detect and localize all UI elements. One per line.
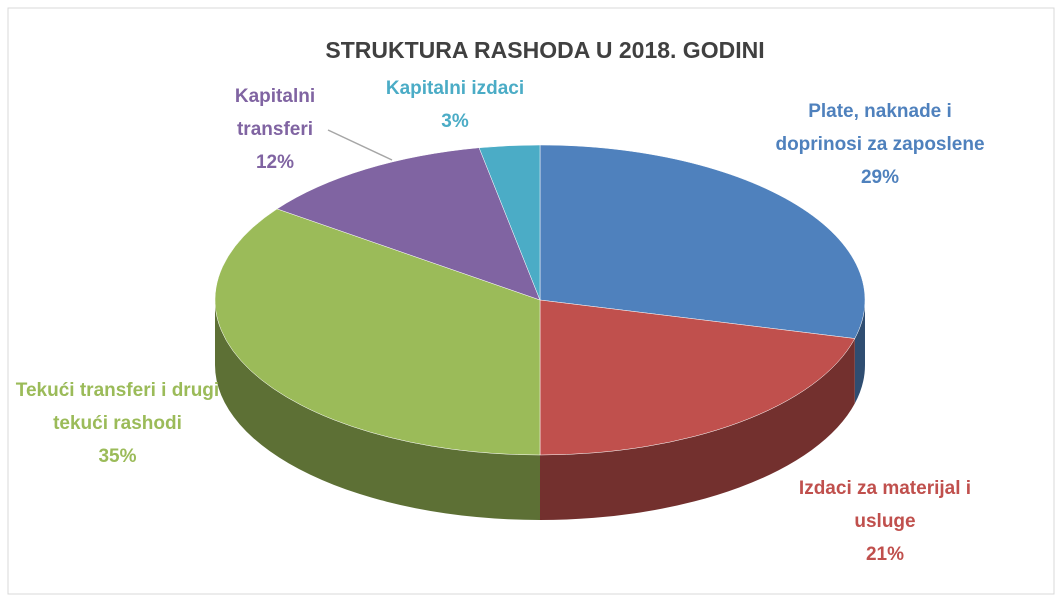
slice [276, 147, 541, 301]
slice [539, 144, 866, 339]
slice-name: Kapitalni izdaci [385, 78, 525, 99]
slice-label: Izdaci za materijal i usluge 21% [780, 472, 990, 571]
slice [539, 299, 856, 456]
slice-value: 21% [865, 544, 905, 565]
slice [478, 144, 541, 301]
slice-side [854, 300, 866, 404]
slice-label: Kapitalni izdaci 3% [355, 72, 555, 138]
slice-label: Tekući transferi i drugi tekući rashodi 3… [10, 374, 225, 473]
chart-title: STRUKTURA RASHODA U 2018. GODINI [325, 37, 764, 63]
slice [214, 208, 541, 456]
slice-label: Plate, naknade i doprinosi za zaposlene 2… [775, 95, 985, 194]
slice-value: 35% [98, 446, 137, 467]
leader-line [327, 129, 393, 161]
slice-side [215, 300, 540, 520]
pie [214, 144, 866, 520]
slice-side [540, 338, 855, 520]
slice-name: Plate, naknade i doprinosi za zaposlene [775, 101, 985, 155]
slice-value: 29% [860, 167, 900, 188]
slice-value: 12% [255, 152, 295, 173]
slice-label: Kapitalni transferi 12% [215, 80, 335, 179]
slice-name: Tekući transferi i drugi tekući rashodi [15, 380, 220, 434]
slice-name: Izdaci za materijal i usluge [798, 478, 972, 532]
slice-value: 3% [441, 111, 469, 132]
slice-name: Kapitalni transferi [234, 86, 316, 140]
